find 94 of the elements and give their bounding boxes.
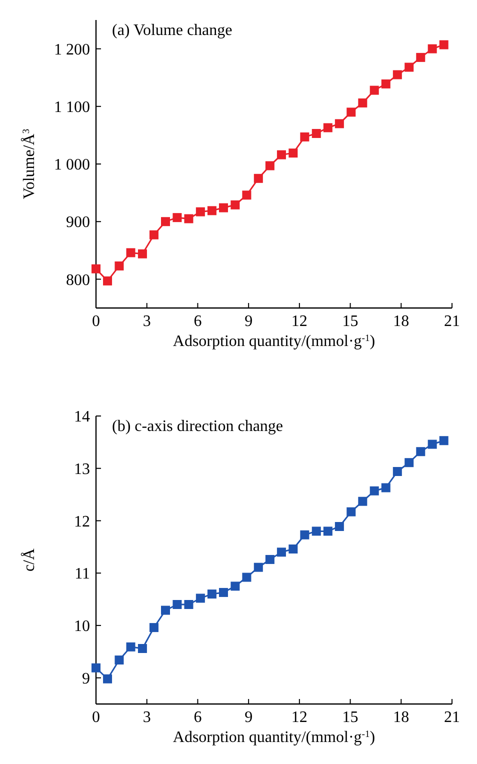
- x-tick-label: 18: [393, 313, 410, 330]
- point: [161, 217, 170, 226]
- point: [334, 522, 344, 531]
- point: [92, 264, 100, 274]
- point: [184, 600, 194, 610]
- y-tick-label: 900: [66, 214, 90, 232]
- chart-title: (a) Volume change: [112, 22, 232, 39]
- point: [323, 526, 332, 536]
- point: [196, 207, 205, 216]
- point: [346, 108, 356, 117]
- chart-title: (b) c-axis direction change: [112, 418, 284, 435]
- point: [358, 98, 368, 108]
- y-tick-label: 12: [74, 513, 90, 530]
- x-axis-title: Adsorption quantity/(mmol·g$^{-1}$): [172, 332, 376, 350]
- point: [392, 70, 402, 80]
- point: [370, 486, 379, 496]
- x-tick-label: 3: [142, 709, 151, 726]
- point: [184, 214, 194, 224]
- point: [404, 458, 414, 468]
- point: [230, 200, 240, 210]
- x-tick-label: 0: [92, 313, 100, 330]
- point: [288, 148, 298, 158]
- point: [439, 40, 448, 50]
- point: [312, 128, 321, 138]
- point: [138, 644, 147, 653]
- y-tick-label: 1 200: [54, 41, 90, 58]
- point: [265, 554, 274, 564]
- x-axis-title: Adsorption quantity/(mmol·g$^{-1}$): [172, 728, 376, 746]
- y-tick-label: 800: [66, 272, 90, 289]
- y-axis-title: c/Å: [20, 548, 38, 572]
- point: [149, 623, 158, 632]
- y-tick-label: 1 100: [54, 99, 90, 116]
- point: [323, 123, 332, 132]
- x-tick-label: 6: [194, 313, 202, 330]
- point: [404, 62, 414, 72]
- point: [92, 663, 100, 672]
- point: [114, 656, 124, 665]
- point: [218, 203, 228, 212]
- point: [381, 79, 390, 88]
- x-tick-label: 21: [444, 709, 460, 726]
- point: [114, 261, 124, 270]
- x-tick-label: 21: [444, 313, 460, 330]
- point: [242, 572, 252, 582]
- point: [207, 590, 216, 599]
- point: [196, 594, 205, 603]
- point: [265, 161, 274, 170]
- point: [300, 530, 310, 540]
- point: [276, 150, 286, 160]
- point: [161, 606, 170, 615]
- point: [172, 600, 182, 610]
- y-tick-label: 1 000: [54, 156, 90, 174]
- x-tick-label: 15: [342, 313, 358, 330]
- x-tick-label: 18: [393, 709, 410, 726]
- point: [254, 174, 263, 183]
- y-tick-label: 14: [74, 408, 90, 426]
- point: [126, 248, 136, 258]
- y-tick-label: 13: [74, 460, 90, 478]
- point: [207, 206, 216, 216]
- x-tick-label: 15: [342, 709, 358, 726]
- point: [230, 582, 240, 591]
- point: [416, 52, 426, 62]
- point: [172, 213, 182, 222]
- point: [138, 249, 147, 258]
- x-tick-label: 0: [92, 709, 100, 726]
- point: [103, 276, 112, 286]
- point: [126, 642, 136, 652]
- point: [288, 544, 298, 554]
- point: [416, 447, 426, 456]
- point: [346, 507, 356, 516]
- x-tick-label: 3: [142, 313, 151, 330]
- point: [392, 467, 402, 476]
- point: [103, 674, 112, 684]
- point: [242, 190, 252, 200]
- y-tick-label: 10: [74, 618, 90, 636]
- point: [300, 132, 310, 142]
- y-tick-label: 11: [74, 566, 90, 583]
- point: [428, 44, 437, 54]
- point: [428, 440, 437, 449]
- point: [370, 86, 379, 95]
- point: [149, 230, 158, 240]
- point: [334, 119, 344, 128]
- point: [312, 526, 321, 536]
- x-tick-label: 9: [244, 709, 253, 726]
- point: [358, 496, 368, 506]
- x-tick-label: 12: [291, 313, 308, 330]
- x-tick-label: 12: [291, 709, 308, 726]
- point: [381, 483, 390, 492]
- x-tick-label: 6: [194, 709, 202, 726]
- x-tick-label: 9: [244, 313, 253, 330]
- y-tick-label: 9: [82, 670, 90, 688]
- point: [218, 588, 228, 597]
- point: [439, 436, 448, 446]
- point: [276, 548, 286, 557]
- point: [254, 562, 263, 572]
